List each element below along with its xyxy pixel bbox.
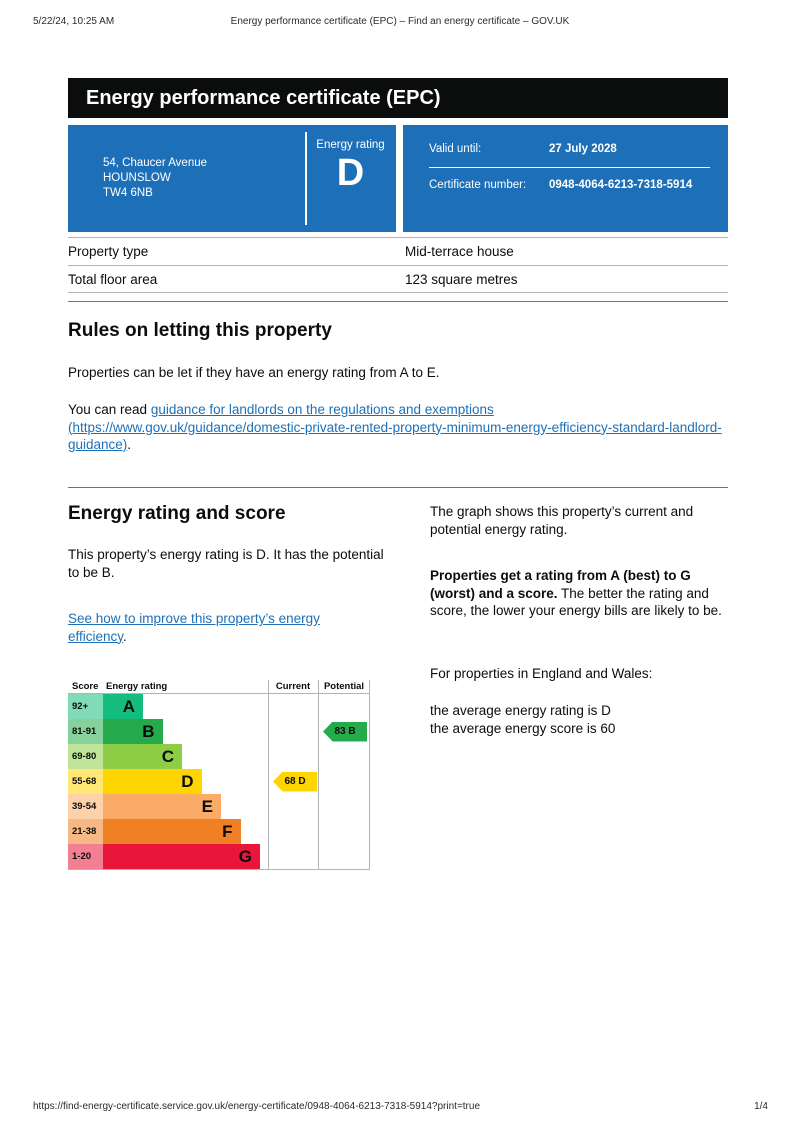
- chart-header-row: Score Energy rating Current Potential: [68, 680, 370, 694]
- rating-explainer-paragraph: Properties get a rating from A (best) to…: [430, 567, 732, 620]
- column-header-score: Score: [72, 681, 99, 692]
- section-divider: [68, 487, 728, 488]
- print-header-datetime: 5/22/24, 10:25 AM: [33, 16, 115, 27]
- table-row: Total floor area 123 square metres: [68, 265, 728, 293]
- band-score-range: 1-20: [68, 844, 103, 869]
- page-title-banner: Energy performance certificate (EPC): [68, 78, 728, 118]
- guidance-text-prefix: You can read: [68, 402, 151, 417]
- rating-section-heading: Energy rating and score: [68, 503, 286, 524]
- potential-rating-arrow: 83 B: [323, 721, 367, 742]
- band-bar-b: B: [103, 719, 163, 744]
- improve-link-suffix: .: [123, 628, 127, 644]
- valid-until-label: Valid until:: [429, 143, 482, 155]
- column-header-potential: Potential: [323, 681, 365, 692]
- improve-efficiency-link[interactable]: See how to improve this property’s energ…: [68, 611, 320, 644]
- rules-heading: Rules on letting this property: [68, 320, 332, 341]
- epc-band-row: 92+ A: [68, 694, 370, 719]
- column-header-energy-rating: Energy rating: [106, 681, 168, 692]
- energy-rating-value: D: [336, 152, 365, 194]
- band-bar-f: F: [103, 819, 241, 844]
- epc-band-row: 55-68 D: [68, 769, 370, 794]
- print-footer-page-number: 1/4: [754, 1101, 768, 1112]
- summary-validity-box: Valid until: 27 July 2028 Certificate nu…: [403, 125, 728, 232]
- epc-band-row: 1-20 G: [68, 844, 370, 869]
- valid-until-value: 27 July 2028: [549, 143, 617, 155]
- address-line-2: HOUNSLOW: [103, 172, 171, 184]
- epc-band-row: 39-54 E: [68, 794, 370, 819]
- band-bar-e: E: [103, 794, 221, 819]
- graph-intro-paragraph: The graph shows this property’s current …: [430, 504, 694, 537]
- rules-guidance-paragraph: You can read guidance for landlords on t…: [68, 401, 728, 454]
- epc-band-row: 81-91 B: [68, 719, 370, 744]
- validity-divider: [429, 167, 710, 168]
- averages-paragraph: the average energy rating is D the averag…: [430, 702, 730, 737]
- landlord-guidance-link[interactable]: guidance for landlords on the regulation…: [68, 402, 722, 452]
- rating-summary-paragraph: This property’s energy rating is D. It h…: [68, 547, 384, 580]
- chart-right-border: [369, 680, 370, 869]
- address-line-3: TW4 6NB: [103, 187, 153, 199]
- rating-explainer-rest: The better the rating and score, the low…: [430, 585, 722, 619]
- section-divider: [68, 301, 728, 302]
- rating-explainer-bold: Properties get a rating from A (best) to…: [430, 568, 691, 601]
- band-bar-a: A: [103, 694, 143, 719]
- current-rating-arrow: 68 D: [273, 771, 317, 792]
- property-address: 54, Chaucer Avenue HOUNSLOW TW4 6NB: [68, 125, 305, 232]
- band-bar-c: C: [103, 744, 182, 769]
- property-type-label: Property type: [68, 244, 149, 259]
- address-line-1: 54, Chaucer Avenue: [103, 157, 208, 169]
- current-column-divider: [268, 680, 269, 869]
- floor-area-label: Total floor area: [68, 271, 158, 287]
- summary-address-box: 54, Chaucer Avenue HOUNSLOW TW4 6NB Ener…: [68, 125, 396, 232]
- band-score-range: 21-38: [68, 819, 103, 844]
- chart-band-rows: 92+ A 81-91 B 69-80 C 55-68 D 39-54 E 21-38 F 1-20 G: [68, 694, 370, 869]
- epc-band-row: 21-38 F: [68, 819, 370, 844]
- band-bar-g: G: [103, 844, 260, 869]
- certificate-number-row: Certificate number: 0948-4064-6213-7318-…: [429, 168, 710, 203]
- table-row: Property type Mid-terrace house: [68, 237, 728, 265]
- print-footer-url: https://find-energy-certificate.service.…: [33, 1101, 481, 1112]
- epc-rating-chart: Score Energy rating Current Potential 92…: [68, 680, 370, 870]
- band-score-range: 69-80: [68, 744, 103, 769]
- print-header-title: Energy performance certificate (EPC) – F…: [230, 16, 570, 27]
- epc-band-row: 69-80 C: [68, 744, 370, 769]
- potential-column-divider: [318, 680, 319, 869]
- band-bar-d: D: [103, 769, 202, 794]
- average-score-line: the average energy score is 60: [430, 720, 616, 736]
- energy-rating-cell: Energy rating D: [305, 125, 396, 232]
- band-score-range: 39-54: [68, 794, 103, 819]
- column-header-current: Current: [275, 681, 311, 692]
- england-wales-paragraph: For properties in England and Wales:: [430, 666, 653, 681]
- energy-rating-label: Energy rating: [316, 139, 385, 151]
- valid-until-row: Valid until: 27 July 2028: [429, 139, 710, 167]
- improve-paragraph: See how to improve this property’s energ…: [68, 610, 368, 645]
- guidance-text-suffix: .: [127, 437, 132, 452]
- band-score-range: 55-68: [68, 769, 103, 794]
- rules-paragraph: Properties can be let if they have an en…: [68, 365, 440, 380]
- certificate-number-label: Certificate number:: [429, 179, 527, 191]
- average-rating-line: the average energy rating is D: [430, 703, 611, 718]
- summary-divider: [305, 132, 307, 225]
- floor-area-value: 123 square metres: [405, 271, 518, 287]
- certificate-number-value: 0948-4064-6213-7318-5914: [549, 179, 693, 191]
- page-title: Energy performance certificate (EPC): [86, 87, 441, 109]
- property-details-table: Property type Mid-terrace house Total fl…: [68, 237, 728, 293]
- property-type-value: Mid-terrace house: [405, 244, 514, 259]
- band-score-range: 92+: [68, 694, 103, 719]
- band-score-range: 81-91: [68, 719, 103, 744]
